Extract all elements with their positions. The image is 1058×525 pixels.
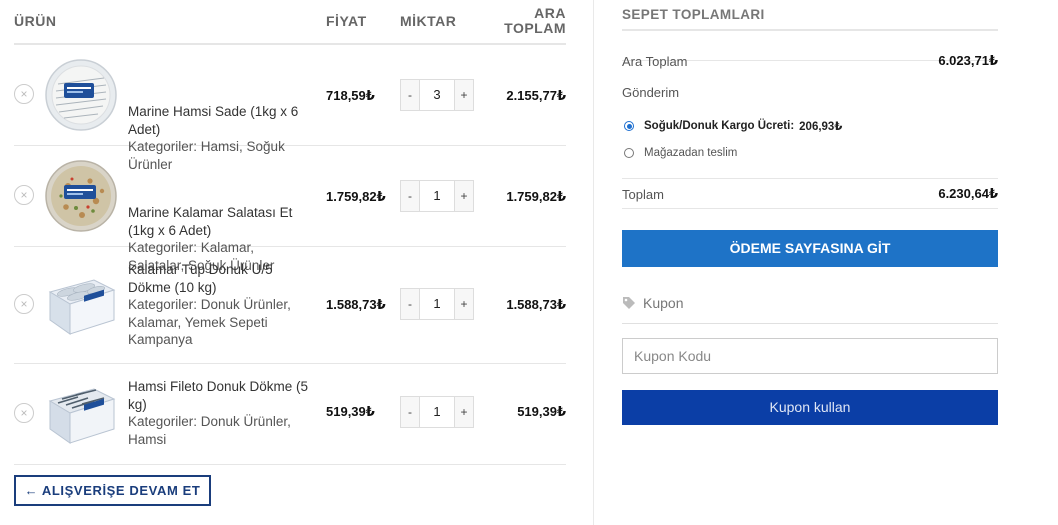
radio-unselected-icon[interactable] <box>624 148 634 158</box>
product-categories: Kategoriler: Kalamar, Salatalar, Soğuk Ü… <box>128 240 275 273</box>
quantity-stepper: - 1 + <box>400 288 474 320</box>
shipping-option-label: Mağazadan teslim <box>644 147 738 159</box>
cart-totals: SEPET TOPLAMLARI Ara Toplam 6.023,71₺ Gö… <box>622 0 998 425</box>
shipping-option-price: 206,93₺ <box>799 121 843 133</box>
product-image <box>48 388 116 444</box>
quantity-input[interactable]: 1 <box>419 181 455 211</box>
quantity-input[interactable]: 1 <box>419 289 455 319</box>
shipping-row: Gönderim Soğuk/Donuk Kargo Ücreti: 206,9… <box>622 61 998 179</box>
quantity-stepper: - 1 + <box>400 180 474 212</box>
subtotal-row: Ara Toplam 6.023,71₺ <box>622 31 998 69</box>
header-quantity: MİKTAR <box>400 13 457 29</box>
cart-header: ÜRÜN FİYAT MİKTAR ARA TOPLAM <box>14 0 566 45</box>
remove-item-button[interactable]: × <box>14 185 34 205</box>
product-subtotal: 2.155,77₺ <box>506 88 566 103</box>
remove-item-button[interactable]: × <box>14 403 34 423</box>
cart-row: × Hamsi Fileto Donuk Dökme (5 kg) Katego… <box>14 364 566 465</box>
total-row: Toplam 6.230,64₺ <box>622 179 998 209</box>
coupon-code-input[interactable] <box>622 338 998 374</box>
product-info: Kalamar Tüp Donuk U/5 Dökme (10 kg) Kate… <box>128 261 314 349</box>
product-image <box>45 59 117 131</box>
cart-row: × Marine Hamsi Sade (1kg x 6 Adet) Kateg… <box>14 45 566 172</box>
product-name[interactable]: Marine Kalamar Salatası Et (1kg x 6 Adet… <box>128 205 293 238</box>
product-info: Marine Kalamar Salatası Et (1kg x 6 Adet… <box>128 204 314 274</box>
quantity-decrease-button[interactable]: - <box>401 289 419 319</box>
shipping-option-cold[interactable]: Soğuk/Donuk Kargo Ücreti: 206,93₺ <box>624 119 842 133</box>
cart-row: × Marine Kalamar Salatası Et (1kg x 6 Ad… <box>14 146 566 273</box>
product-info: Hamsi Fileto Donuk Dökme (5 kg) Kategori… <box>128 378 314 448</box>
total-label: Toplam <box>622 187 664 202</box>
shipping-label: Gönderim <box>622 85 680 100</box>
cart-totals-title: SEPET TOPLAMLARI <box>622 0 998 31</box>
quantity-increase-button[interactable]: + <box>455 181 473 211</box>
quantity-decrease-button[interactable]: - <box>401 181 419 211</box>
apply-coupon-button[interactable]: Kupon kullan <box>622 390 998 425</box>
product-subtotal: 519,39₺ <box>517 404 566 419</box>
product-image <box>45 160 117 232</box>
subtotal-label: Ara Toplam <box>622 54 688 69</box>
cart-table: ÜRÜN FİYAT MİKTAR ARA TOPLAM × Marine Ham… <box>14 0 566 465</box>
quantity-increase-button[interactable]: + <box>455 289 473 319</box>
product-categories: Kategoriler: Hamsi, Soğuk Ürünler <box>128 139 285 172</box>
shipping-option-pickup[interactable]: Mağazadan teslim <box>624 147 737 159</box>
cart-row: × Kalamar Tüp Donuk U/5 Dökme (10 kg) Ka… <box>14 247 566 364</box>
quantity-decrease-button[interactable]: - <box>401 397 419 427</box>
header-product: ÜRÜN <box>14 13 57 29</box>
header-price: FİYAT <box>326 13 367 29</box>
product-price: 1.588,73₺ <box>326 297 386 312</box>
shipping-option-label: Soğuk/Donuk Kargo Ücreti: <box>644 120 795 132</box>
quantity-increase-button[interactable]: + <box>455 397 473 427</box>
header-subtotal-line2: TOPLAM <box>504 20 566 36</box>
product-price: 1.759,82₺ <box>326 189 386 204</box>
header-subtotal: ARA TOPLAM <box>504 6 566 36</box>
radio-selected-icon[interactable] <box>624 121 634 131</box>
product-image <box>48 279 116 335</box>
remove-item-button[interactable]: × <box>14 294 34 314</box>
checkout-button[interactable]: ÖDEME SAYFASINA GİT <box>622 230 998 267</box>
quantity-stepper: - 1 + <box>400 396 474 428</box>
coupon-title: Kupon <box>643 295 684 311</box>
remove-item-button[interactable]: × <box>14 84 34 104</box>
total-value: 6.230,64₺ <box>938 186 998 201</box>
quantity-input[interactable]: 1 <box>419 397 455 427</box>
product-price: 519,39₺ <box>326 404 375 419</box>
product-categories: Kategoriler: Donuk Ürünler, Kalamar, Yem… <box>128 297 291 347</box>
product-subtotal: 1.759,82₺ <box>506 189 566 204</box>
header-subtotal-line1: ARA <box>534 5 566 21</box>
product-subtotal: 1.588,73₺ <box>506 297 566 312</box>
coupon-heading: Kupon <box>622 283 998 324</box>
quantity-increase-button[interactable]: + <box>455 80 473 110</box>
product-name[interactable]: Hamsi Fileto Donuk Dökme (5 kg) <box>128 379 309 412</box>
subtotal-value: 6.023,71₺ <box>938 53 998 68</box>
product-name[interactable]: Marine Hamsi Sade (1kg x 6 Adet) <box>128 104 299 137</box>
continue-shopping-button[interactable]: ← ALIŞVERİŞE DEVAM ET <box>14 475 211 506</box>
product-info: Marine Hamsi Sade (1kg x 6 Adet) Kategor… <box>128 103 314 173</box>
product-price: 718,59₺ <box>326 88 375 103</box>
column-divider <box>593 0 594 525</box>
product-name[interactable]: Kalamar Tüp Donuk U/5 Dökme (10 kg) <box>128 262 273 295</box>
quantity-decrease-button[interactable]: - <box>401 80 419 110</box>
quantity-input[interactable]: 3 <box>419 80 455 110</box>
tag-icon <box>623 297 635 309</box>
product-categories: Kategoriler: Donuk Ürünler, Hamsi <box>128 414 291 447</box>
quantity-stepper: - 3 + <box>400 79 474 111</box>
